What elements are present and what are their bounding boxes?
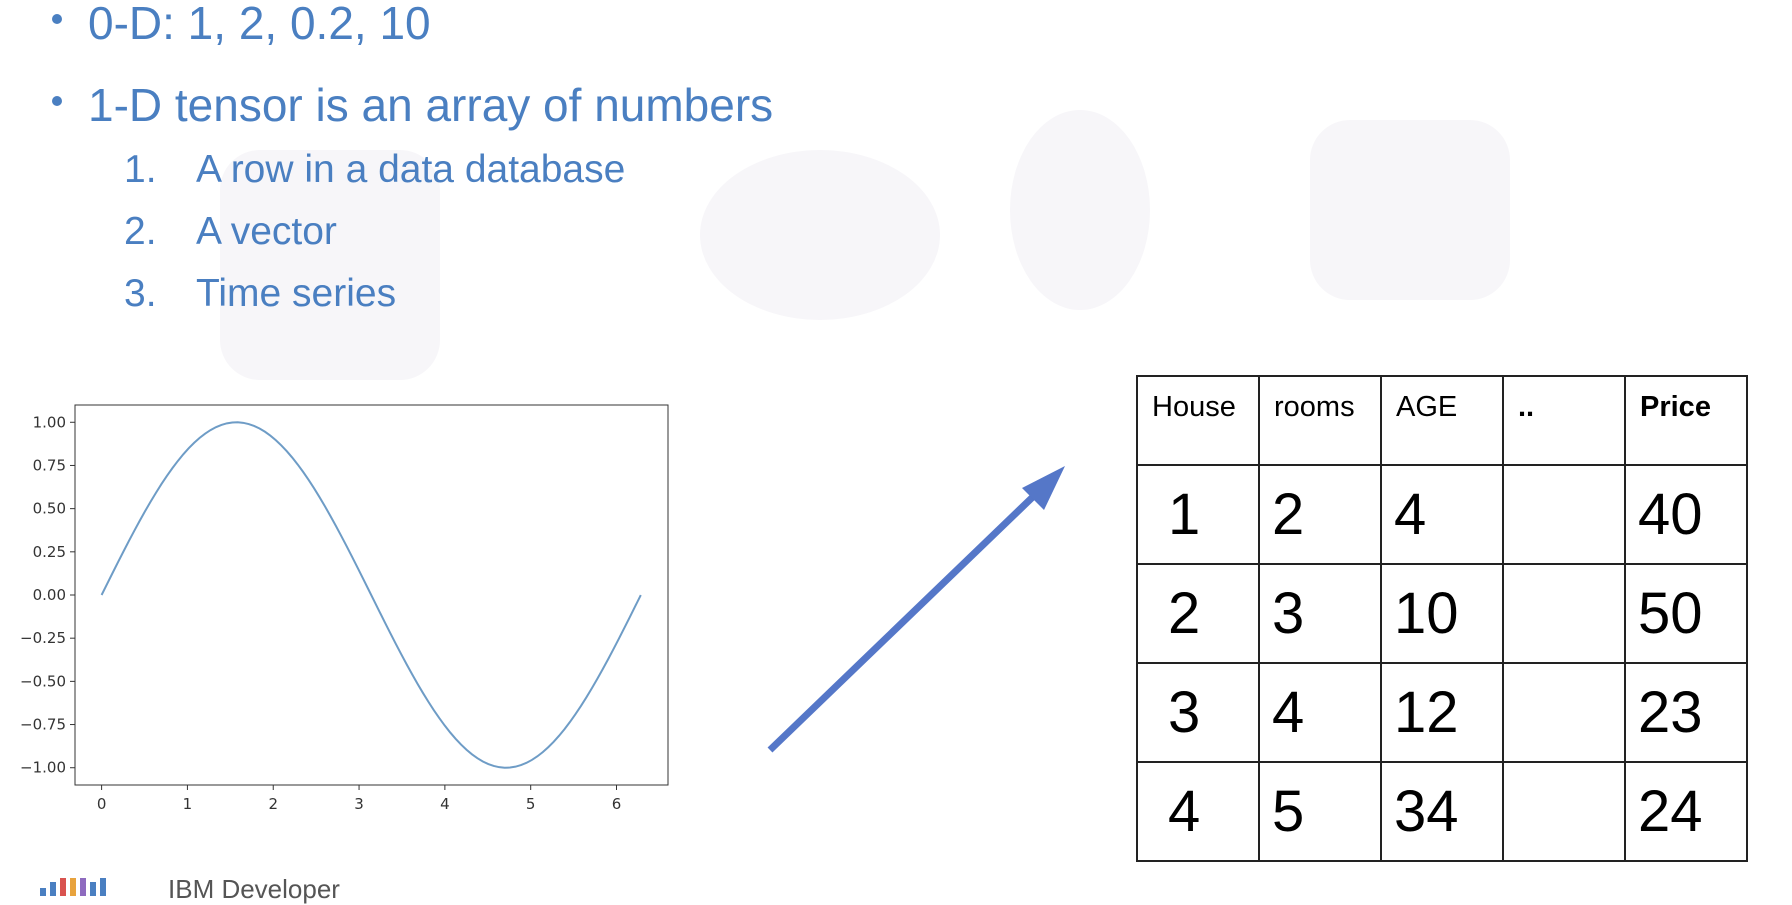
y-tick-label: −0.50 <box>20 672 66 690</box>
table-row: 3 4 12 23 <box>1136 662 1748 763</box>
table-cell: 12 <box>1380 662 1504 763</box>
y-tick-label: 0.25 <box>33 543 66 561</box>
table-cell: 3 <box>1136 662 1260 763</box>
table-cell: 50 <box>1624 563 1748 664</box>
house-data-table: House rooms AGE .. Price 1 2 4 40 2 3 10… <box>1136 375 1748 862</box>
background-shape <box>700 150 940 320</box>
y-tick-label: −1.00 <box>20 759 66 777</box>
header-cell: AGE <box>1380 375 1504 466</box>
sine-series-line <box>100 421 642 769</box>
table-cell <box>1502 563 1626 664</box>
item-text: A vector <box>196 210 337 253</box>
table-cell: 34 <box>1380 761 1504 862</box>
x-tick-label: 6 <box>612 795 622 813</box>
y-tick-label: 0.50 <box>33 500 66 518</box>
background-shape <box>220 150 440 380</box>
item-number: 2. <box>124 210 157 253</box>
table-row: 2 3 10 50 <box>1136 563 1748 664</box>
background-shape <box>1310 120 1510 300</box>
table-cell: 5 <box>1258 761 1382 862</box>
table-row: 4 5 34 24 <box>1136 761 1748 862</box>
bullet-dot-icon <box>52 14 62 24</box>
table-cell: 1 <box>1136 464 1260 565</box>
item-number: 3. <box>124 272 157 315</box>
x-tick-label: 0 <box>97 795 107 813</box>
header-cell: House <box>1136 375 1260 466</box>
item-text: Time series <box>196 272 397 315</box>
y-tick-label: 0.00 <box>33 586 66 604</box>
x-tick-label: 5 <box>526 795 536 813</box>
table-cell: 3 <box>1258 563 1382 664</box>
table-header-row: House rooms AGE .. Price <box>1136 375 1748 466</box>
y-tick-label: 0.75 <box>33 456 66 474</box>
item-text: A row in a data database <box>196 148 626 191</box>
header-cell: .. <box>1502 375 1626 466</box>
header-cell: Price <box>1624 375 1748 466</box>
x-tick-label: 1 <box>183 795 193 813</box>
background-shape <box>1010 110 1150 310</box>
table-cell: 10 <box>1380 563 1504 664</box>
arrow-shaft <box>767 487 1043 753</box>
table-cell: 23 <box>1624 662 1748 763</box>
bullet-dot-icon <box>52 96 62 106</box>
table-cell: 2 <box>1258 464 1382 565</box>
arrow-graphic <box>767 466 1065 753</box>
item-number: 1. <box>124 148 157 191</box>
footer-brand-text: IBM Developer <box>168 874 340 904</box>
table-cell <box>1502 662 1626 763</box>
arrow-head-icon <box>1022 466 1065 510</box>
y-tick-label: 1.00 <box>33 413 66 431</box>
table-cell: 4 <box>1136 761 1260 862</box>
y-tick-label: −0.75 <box>20 716 66 734</box>
x-tick-label: 2 <box>268 795 278 813</box>
sine-wave-chart: 1.00 0.75 0.50 0.25 0.00 −0.25 −0.50 −0.75 −1.00… <box>20 404 669 813</box>
table-cell: 24 <box>1624 761 1748 862</box>
table-cell <box>1502 761 1626 862</box>
x-tick-label: 3 <box>354 795 364 813</box>
table-row: 1 2 4 40 <box>1136 464 1748 565</box>
table-cell: 4 <box>1380 464 1504 565</box>
table-cell: 4 <box>1258 662 1382 763</box>
y-tick-label: −0.25 <box>20 629 66 647</box>
table-cell <box>1502 464 1626 565</box>
bullet-text: 0-D: 1, 2, 0.2, 10 <box>88 0 431 49</box>
x-tick-label: 4 <box>440 795 450 813</box>
table-cell: 2 <box>1136 563 1260 664</box>
ibm-logo-icon <box>40 878 106 896</box>
bullet-text: 1-D tensor is an array of numbers <box>88 79 774 131</box>
header-cell: rooms <box>1258 375 1382 466</box>
table-cell: 40 <box>1624 464 1748 565</box>
